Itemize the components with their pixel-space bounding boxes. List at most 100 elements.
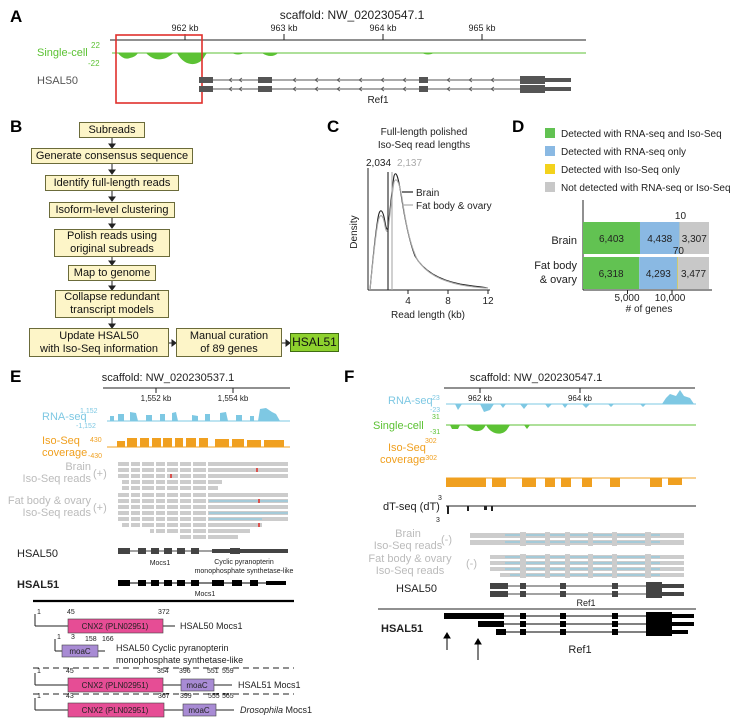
flow-step-map: Map to genome [68, 265, 156, 281]
flow-step-consensus: Generate consensus sequence [31, 148, 193, 164]
domain-1-label: HSAL50 Mocs1 [180, 621, 243, 631]
panel-e-brain-reads [118, 462, 288, 490]
panel-e-rna-top: 1,152 [80, 408, 98, 415]
panel-e-iso-top: 430 [90, 437, 102, 444]
flow-step-curation: Manual curation of 89 genes [176, 328, 282, 357]
panel-d-bar-r1-s0 [583, 257, 640, 289]
panel-f-tick-label-1: 964 kb [568, 394, 593, 403]
panel-d-bar-label-r1-s1: 4,293 [646, 269, 671, 280]
panel-c-peak-fat: 2,137 [397, 158, 422, 169]
panel-f-iso-top: 302 [425, 438, 437, 445]
panel-e-hsal50-model [118, 548, 288, 554]
panel-f-fat-label-1: Fat body & ovary [368, 553, 452, 565]
panel-f-iso-coverage [446, 478, 682, 487]
panel-d-legend-swatch-1 [545, 146, 555, 156]
panel-d-bar-label-r0-s2: 10 [675, 211, 687, 222]
panel-label-f: F [344, 367, 354, 386]
panel-d-bar-label-r1-s0: 6,318 [599, 269, 624, 280]
panel-d-row-label-brain: Brain [551, 235, 577, 247]
panel-f-rna-top: 23 [432, 395, 440, 402]
panel-f-fat-strand: (-) [466, 558, 477, 570]
domain-2-n1: 3 [71, 634, 75, 641]
panel-e-fat-label-2: Iso-Seq reads [23, 507, 92, 519]
domain-4-label-italic: Drosophila [240, 705, 283, 715]
panel-c-ylabel: Density [349, 215, 360, 248]
domain-4-moac: moaC [188, 706, 210, 715]
panel-d-bar-r0-s1 [639, 222, 680, 254]
panel-d-bar-r0-s3 [679, 222, 709, 254]
panel-a-tick-label-3: 965 kb [468, 23, 495, 33]
panel-f-dt-signal [447, 506, 493, 514]
panel-e-hsal51-gene-mocs1: Mocs1 [195, 591, 216, 598]
panel-e-brain-label-1: Brain [65, 461, 91, 473]
panel-a-scale-top: 22 [91, 41, 100, 50]
panel-f-hsal51-model [444, 612, 694, 636]
domain-2-n2: 158 [85, 636, 97, 643]
panel-a-tick-label-0: 962 kb [171, 23, 198, 33]
panel-d-row-label-fat-2: & ovary [540, 274, 578, 286]
panel-d-bars: 6,403 4,438 10 3,307 6,318 4,293 70 3,477 [583, 211, 709, 294]
panel-e-hsal51-model [118, 580, 286, 586]
panel-f-brain-label-1: Brain [395, 528, 421, 540]
panel-d-bar-r1-s2 [677, 257, 679, 289]
panel-e-fat-strand: (+) [93, 502, 107, 514]
panel-c-xtick-label-2: 12 [482, 296, 494, 307]
panel-d-xlabel: # of genes [626, 304, 673, 315]
domain-3-n3: 396 [179, 668, 191, 675]
panel-e-hsal51-label: HSAL51 [17, 579, 59, 591]
domain-4-n2: 367 [158, 693, 170, 700]
panel-f-dt-top: 3 [438, 495, 442, 502]
panel-a-hsal50-label: HSAL50 [37, 75, 78, 87]
panel-label-c: C [327, 117, 339, 136]
domain-diagram-1 [34, 614, 175, 634]
panel-e-tick-label-1: 1,554 kb [218, 394, 249, 403]
domain-2-label-1: HSAL50 Cyclic pyranopterin [116, 643, 229, 653]
panel-a-coverage [118, 53, 434, 65]
domain-1-n1: 45 [67, 609, 75, 616]
domain-2-start: 1 [57, 634, 61, 641]
panel-e-iso-bottom: -430 [88, 453, 102, 460]
panel-a-gene-name: Ref1 [367, 95, 389, 106]
panel-a-tick-label-1: 963 kb [270, 23, 297, 33]
panel-f-rna-label: RNA-seq [388, 395, 433, 407]
panel-e-iso-label-2: coverage [42, 447, 87, 459]
panel-e-fat-reads [118, 493, 288, 539]
panel-label-e: E [10, 367, 21, 386]
panel-f-tick-label-0: 962 kb [468, 394, 493, 403]
panel-e-brain-strand: (+) [93, 468, 107, 480]
domain-diagram-3 [34, 673, 232, 693]
panel-f-rna-bottom: -23 [430, 407, 440, 414]
panel-c-xlabel: Read length (kb) [391, 310, 465, 321]
panel-e-iso-coverage [117, 438, 284, 447]
panel-f-dt-bottom: 3 [436, 517, 440, 524]
panel-d-legend-swatch-0 [545, 128, 555, 138]
panel-c-legend-fat: Fat body & ovary [416, 201, 492, 212]
panel-a-gene-model [199, 76, 571, 93]
panel-d-bar-label-r0-s3: 3,307 [682, 234, 707, 245]
panel-e-hsal50-label: HSAL50 [17, 548, 58, 560]
panel-d-row-label-fat-1: Fat body [534, 260, 577, 272]
panel-f-hsal50-model [490, 582, 684, 598]
domain-3-n1: 45 [66, 668, 74, 675]
panel-f-sc-bottom: -31 [430, 429, 440, 436]
panel-f-hsal50-gene: Ref1 [576, 598, 595, 608]
panel-d-bar-r0-s0 [583, 222, 640, 254]
panel-f-hsal50-label: HSAL50 [396, 583, 437, 595]
domain-4-label-rest: Mocs1 [283, 705, 312, 715]
panel-f-sc-label: Single-cell [373, 420, 424, 432]
panel-d-bar-label-r0-s1: 4,438 [647, 234, 672, 245]
panel-d-bar-r1-s1 [639, 257, 678, 289]
panel-c-xtick-label-0: 4 [405, 296, 411, 307]
panel-f-iso-label-1: Iso-Seq [388, 442, 426, 454]
panel-label-d: D [512, 117, 524, 136]
panel-f-brain-strand: (-) [441, 534, 452, 546]
panel-e-brain-label-2: Iso-Seq reads [23, 473, 92, 485]
panel-d-legend-1: Detected with RNA-seq only [561, 147, 686, 158]
panel-e-hsal50-gene-cpps-2: monophosphate synthetase-like [195, 568, 294, 575]
panel-c-curve-fat [369, 179, 489, 291]
panel-a-highlight-box [115, 34, 203, 104]
panel-e-rna-bottom: -1,152 [76, 423, 96, 430]
domain-3-n5: 559 [222, 668, 234, 675]
flow-step-full-length: Identify full-length reads [45, 175, 179, 191]
